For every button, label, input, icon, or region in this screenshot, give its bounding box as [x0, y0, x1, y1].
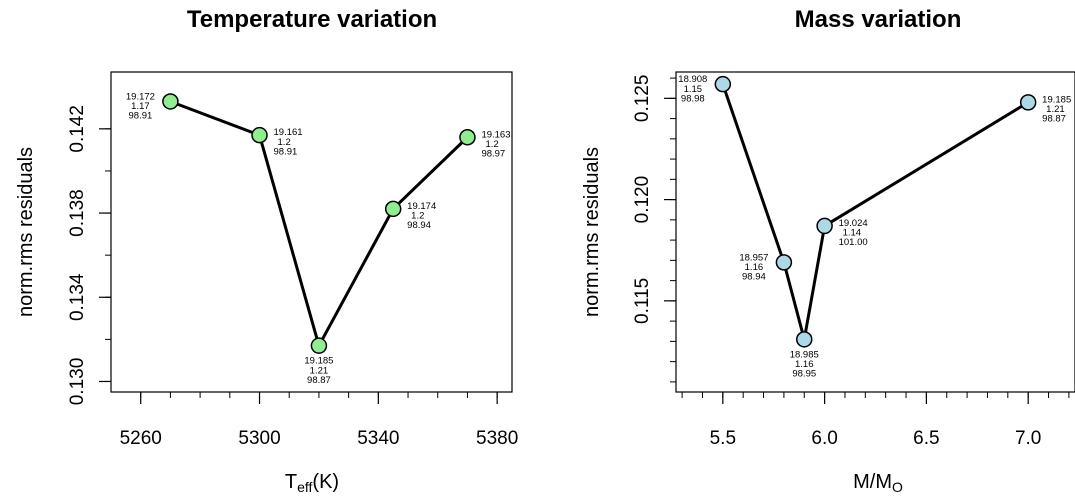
- data-label: 19.163: [481, 129, 510, 140]
- x-axis-label: Teff(K): [285, 471, 339, 495]
- data-label: 19.161: [274, 127, 303, 138]
- x-tick-label: 5380: [476, 428, 518, 449]
- y-tick-label: 0.142: [67, 105, 88, 153]
- data-label: 98.97: [481, 148, 505, 159]
- y-tick-label: 0.120: [632, 176, 653, 224]
- data-label: 1.14: [843, 228, 862, 239]
- x-tick-label: 5300: [238, 428, 280, 449]
- temperature-variation-panel: Temperature variation norm.rms residuals…: [15, 6, 518, 495]
- mass-variation-panel: Mass variation norm.rms residuals M/MO 5…: [581, 6, 1075, 495]
- data-label: 1.2: [278, 137, 291, 148]
- data-label: 98.87: [307, 375, 331, 386]
- data-point: [384, 200, 402, 218]
- data-point: [310, 337, 328, 354]
- data-label: 1.16: [745, 262, 764, 273]
- data-label: 101.00: [839, 237, 868, 248]
- data-label: 1.2: [411, 210, 424, 221]
- data-label: 1.21: [1046, 104, 1065, 115]
- chart-marks: 5260 5300 5340 5380 0.130 0.134 0.138 0.142 19.1…: [67, 91, 518, 449]
- y-tick-label: 0.130: [67, 358, 88, 406]
- data-label: 18.957: [739, 252, 768, 263]
- data-label: 98.94: [407, 220, 431, 231]
- data-label: 18.908: [678, 74, 707, 85]
- data-label: 1.21: [310, 365, 329, 376]
- chart-title: Mass variation: [795, 6, 962, 33]
- plot-frame: [675, 71, 1075, 393]
- data-label: 1.15: [684, 84, 703, 95]
- data-label: 19.172: [126, 91, 155, 102]
- data-point: [816, 217, 833, 235]
- y-tick-label: 0.125: [632, 75, 653, 123]
- data-label: 98.95: [792, 369, 816, 380]
- data-label: 1.2: [485, 139, 498, 150]
- x-tick-label: 7.0: [1015, 428, 1041, 449]
- data-label: 98.91: [274, 146, 298, 157]
- x-tick-label: 5.5: [710, 428, 736, 449]
- data-point: [459, 129, 476, 146]
- x-tick-label: 5260: [120, 428, 162, 449]
- x-tick-label: 6.5: [913, 428, 939, 449]
- data-point: [796, 331, 813, 348]
- data-point: [162, 93, 179, 110]
- y-axis-label: norm.rms residuals: [581, 147, 603, 317]
- data-label: 19.185: [1042, 94, 1071, 105]
- data-point: [714, 75, 732, 93]
- data-label: 98.98: [681, 93, 705, 104]
- data-label: 98.91: [129, 111, 153, 122]
- series-line: [721, 83, 1029, 341]
- x-tick-label: 5340: [357, 428, 399, 449]
- data-label: 98.94: [742, 272, 766, 283]
- x-tick-label: 6.0: [811, 428, 837, 449]
- y-axis-label: norm.rms residuals: [15, 147, 37, 317]
- data-label: 98.87: [1042, 114, 1066, 125]
- chart-title: Temperature variation: [187, 6, 437, 33]
- data-point: [1019, 94, 1037, 111]
- y-tick-label: 0.134: [67, 273, 88, 321]
- data-point: [775, 254, 793, 271]
- data-label: 18.985: [790, 349, 819, 360]
- y-tick-label: 0.115: [632, 278, 653, 324]
- y-tick-label: 0.138: [67, 189, 88, 237]
- data-point: [251, 126, 268, 144]
- x-axis-label: M/MO: [853, 471, 903, 495]
- data-label: 19.174: [407, 201, 436, 212]
- data-label: 19.024: [839, 218, 868, 229]
- data-label: 19.185: [304, 356, 333, 367]
- data-label: 1.17: [131, 101, 150, 112]
- plot-frame: [110, 71, 513, 393]
- data-label: 1.16: [795, 359, 814, 370]
